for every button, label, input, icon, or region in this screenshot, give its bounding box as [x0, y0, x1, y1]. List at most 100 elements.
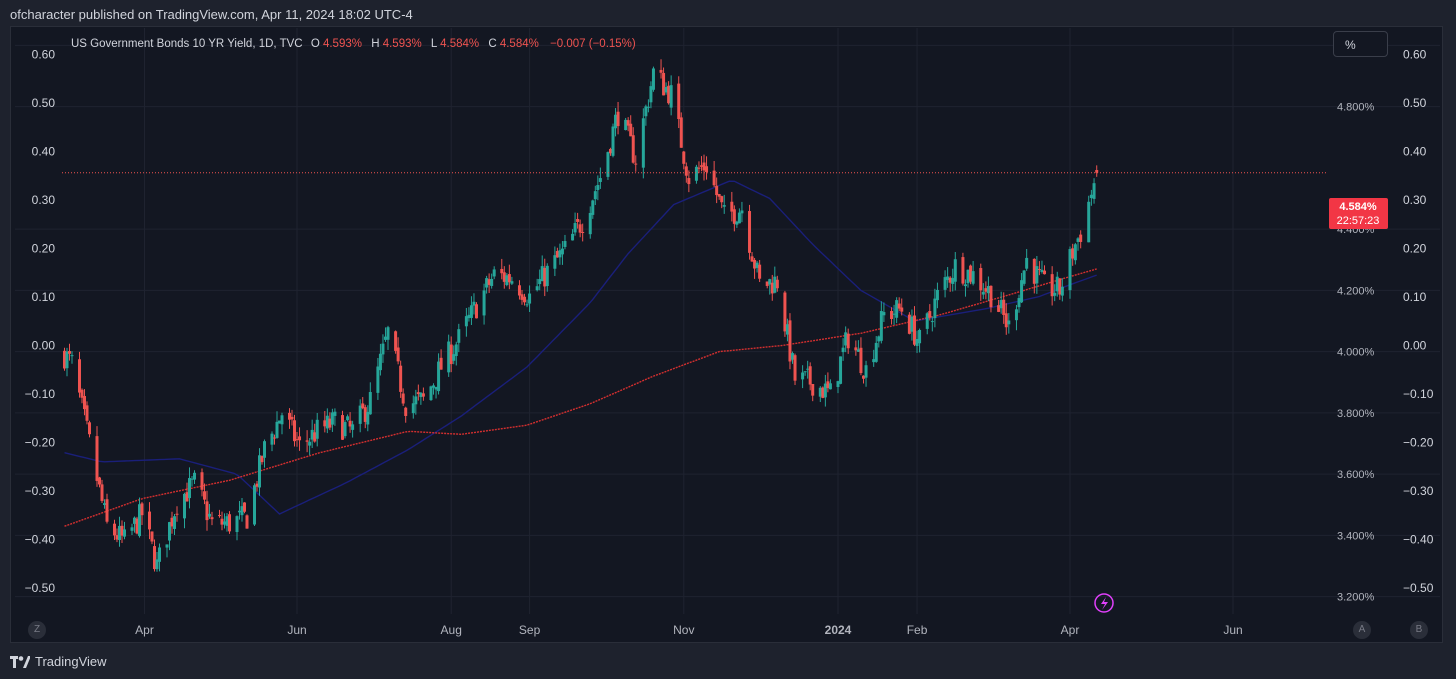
- candle-body: [768, 279, 772, 285]
- candle: [363, 404, 367, 429]
- auto-scale-button[interactable]: A: [1353, 621, 1371, 639]
- candle: [295, 431, 299, 447]
- candle-body: [1068, 249, 1072, 291]
- candle-body: [437, 361, 441, 392]
- candle: [895, 297, 899, 324]
- candle-body: [135, 518, 139, 534]
- candle-body: [614, 114, 618, 129]
- candle-body: [930, 321, 934, 323]
- candle-body: [1050, 274, 1054, 297]
- candle-body: [105, 499, 109, 522]
- candle-body: [545, 265, 549, 287]
- candle-body: [997, 305, 1001, 312]
- left-axis-label: 0.10: [32, 290, 56, 304]
- footer: TradingView: [0, 646, 1456, 679]
- candle: [930, 316, 934, 332]
- chart-frame[interactable]: [10, 26, 1443, 643]
- candle: [383, 327, 387, 342]
- right-secondary-axis-label: 0.50: [1403, 96, 1427, 110]
- candle: [669, 75, 673, 116]
- candle-body: [358, 405, 362, 424]
- candle: [664, 82, 668, 95]
- candle-body: [558, 250, 562, 258]
- candle: [421, 387, 425, 401]
- candle-body: [785, 324, 789, 335]
- candle-body: [933, 298, 937, 319]
- candle: [1058, 278, 1062, 300]
- candle-body: [88, 422, 91, 435]
- candle-body: [120, 525, 124, 536]
- tradingview-logo[interactable]: TradingView: [10, 654, 107, 669]
- candle-body: [381, 343, 385, 355]
- candle-body: [882, 312, 886, 316]
- candle: [933, 288, 937, 328]
- candle-body: [1020, 280, 1024, 303]
- candle: [1095, 165, 1099, 177]
- legend-c-label: C: [488, 38, 496, 50]
- candle: [538, 269, 542, 291]
- candle-body: [971, 271, 975, 284]
- candle: [500, 258, 504, 280]
- candle-body: [943, 277, 947, 290]
- candle: [616, 101, 620, 135]
- price-tag-box: [1329, 198, 1388, 229]
- candle: [68, 343, 71, 361]
- lightning-icon[interactable]: [1094, 593, 1114, 613]
- candle: [649, 81, 653, 109]
- candle: [808, 362, 812, 391]
- candle-body: [1058, 278, 1062, 295]
- candle-body: [1089, 194, 1093, 199]
- candle: [492, 266, 496, 280]
- candle: [155, 552, 159, 572]
- candle-body: [646, 106, 650, 108]
- candle-body: [649, 86, 653, 103]
- candle: [485, 275, 489, 294]
- candle: [702, 154, 706, 181]
- unit-toggle-button[interactable]: %: [1333, 31, 1388, 57]
- candle: [1022, 270, 1026, 286]
- candle: [510, 276, 514, 286]
- candle-body: [1017, 298, 1021, 308]
- candle-body: [981, 291, 985, 295]
- candle-body: [113, 523, 116, 536]
- candle: [859, 337, 863, 376]
- candle-body: [1035, 266, 1039, 284]
- candle: [386, 325, 390, 350]
- candle: [910, 309, 914, 341]
- right-secondary-axis-label: −0.40: [1403, 532, 1434, 546]
- candle-body: [555, 251, 559, 258]
- candle-body: [591, 200, 595, 215]
- legend-o-label: O: [311, 38, 320, 50]
- candle: [897, 297, 901, 312]
- candle: [608, 147, 612, 156]
- right-axis-label: 3.800%: [1337, 408, 1375, 420]
- candle: [948, 276, 952, 292]
- candle-body: [255, 483, 259, 487]
- candle: [581, 223, 585, 242]
- candle-body: [669, 85, 673, 108]
- legend-change: −0.007 (−0.15%): [550, 38, 636, 50]
- candle: [439, 349, 443, 370]
- candle: [543, 258, 547, 297]
- tradingview-logo-icon: [10, 655, 30, 668]
- left-axis-label: −0.30: [25, 484, 56, 498]
- candle-body: [1055, 276, 1059, 292]
- left-axis-label: 0.30: [32, 193, 56, 207]
- candle-body: [925, 313, 929, 329]
- candle: [469, 296, 473, 326]
- candle-body: [611, 126, 615, 156]
- zoom-reset-button[interactable]: Z: [28, 621, 46, 639]
- scale-b-button[interactable]: B: [1410, 621, 1428, 639]
- candle: [1073, 242, 1077, 265]
- candle-body: [593, 191, 597, 200]
- candle: [366, 405, 370, 432]
- candle: [629, 115, 633, 137]
- candle: [861, 375, 865, 384]
- candle: [270, 431, 274, 452]
- candle: [343, 420, 347, 439]
- candle-body: [722, 205, 726, 207]
- candle: [986, 276, 990, 302]
- time-axis-label: Jun: [1223, 623, 1242, 637]
- candle: [170, 511, 174, 534]
